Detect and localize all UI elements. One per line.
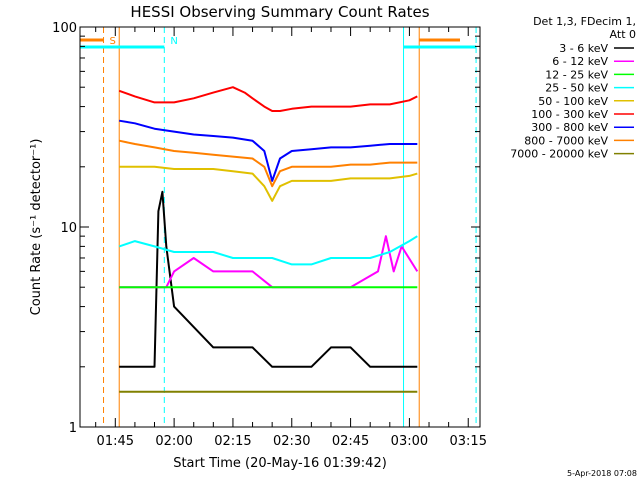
legend-label: 50 - 100 keV: [538, 95, 608, 108]
series-line: [119, 119, 418, 182]
y-tick-label: 1: [69, 421, 77, 436]
x-tick-label: 03:00: [391, 434, 428, 449]
y-tick-label: 100: [52, 21, 77, 36]
series-line: [119, 165, 418, 202]
legend-label: 800 - 7000 keV: [524, 134, 608, 147]
date-stamp: 5-Apr-2018 07:08: [567, 469, 637, 478]
x-tick-label: 02:15: [214, 434, 251, 449]
y-tick-label: 10: [60, 221, 77, 236]
series-line: [118, 139, 418, 188]
x-tick-label: 01:45: [97, 434, 134, 449]
legend-header: Det 1,3, FDecim 1,: [533, 15, 636, 28]
x-tick-label: 02:30: [273, 434, 310, 449]
marker-label: N: [170, 36, 177, 47]
series-lines: [118, 86, 419, 393]
x-axis-label: Start Time (20-May-16 01:39:42): [173, 456, 387, 471]
legend-label: 3 - 6 keV: [559, 42, 608, 55]
y-axis: 1 10 100: [52, 21, 480, 436]
x-tick-label: 02:45: [332, 434, 369, 449]
series-line: [119, 190, 418, 368]
x-axis: 01:45 02:00 02:15 02:30 02:45 03:00 03:15: [95, 27, 487, 449]
chart-title: HESSI Observing Summary Count Rates: [130, 3, 429, 21]
series-line: [118, 86, 418, 112]
marker-label: S: [110, 36, 116, 47]
x-tick-label: 03:15: [450, 434, 487, 449]
legend-label: 6 - 12 keV: [552, 55, 608, 68]
x-tick-label: 02:00: [155, 434, 192, 449]
legend-label: 12 - 25 keV: [545, 68, 608, 81]
legend-header: Att 0: [610, 28, 636, 41]
series-line: [118, 235, 418, 266]
legend-label: 100 - 300 keV: [531, 108, 608, 121]
y-axis-label: Count Rate (s⁻¹ detector⁻¹): [29, 139, 44, 316]
legend-label: 300 - 800 keV: [531, 121, 608, 134]
legend-label: 25 - 50 keV: [545, 82, 608, 95]
legend-label: 7000 - 20000 keV: [510, 148, 608, 161]
